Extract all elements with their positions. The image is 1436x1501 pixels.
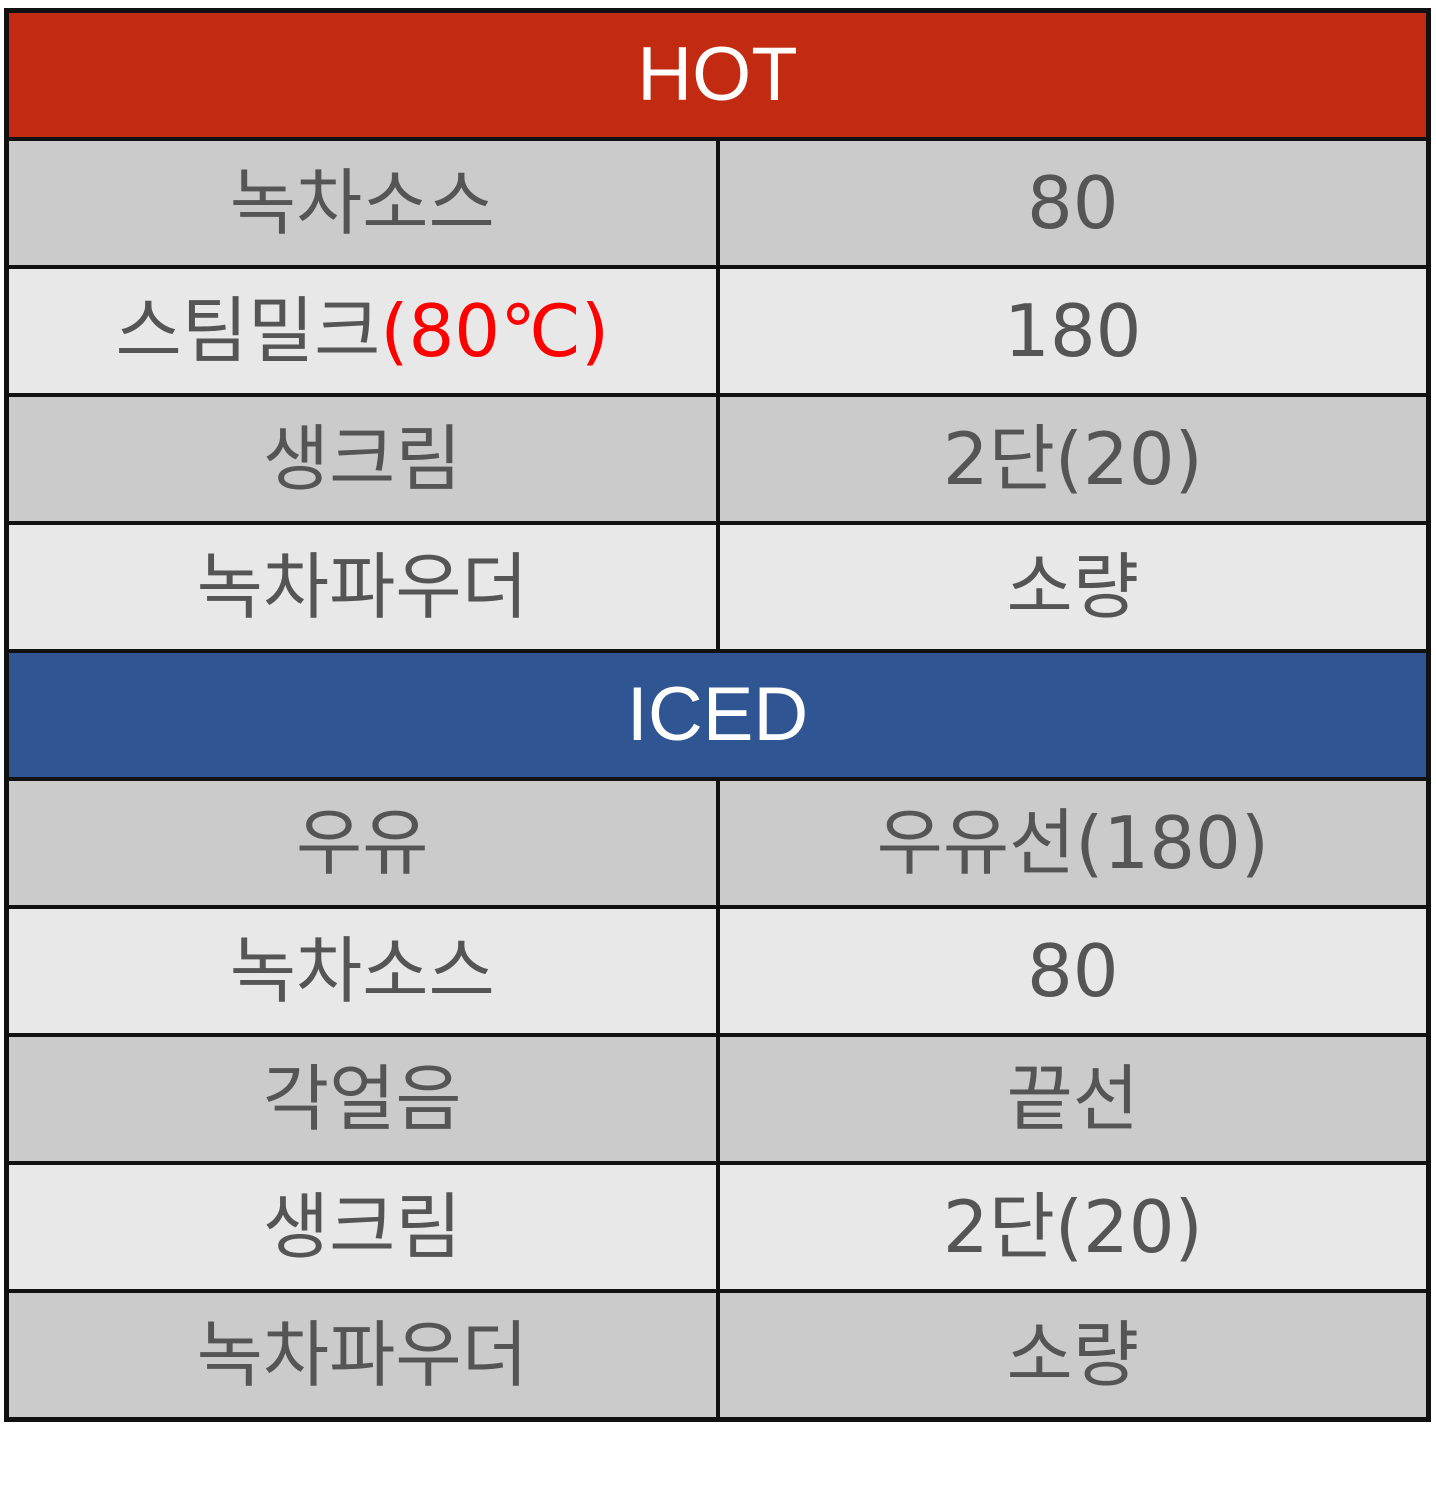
amount-cell: 소량 [715,521,1431,653]
temperature-note: (80℃) [380,289,610,373]
hot-section-header: HOT [4,8,1431,141]
table-row: 각얼음 끝선 [4,1033,1431,1165]
ingredient-cell: 생크림 [4,1161,720,1293]
ingredient-cell: 녹차소스 [4,137,720,269]
ingredient-cell: 생크림 [4,393,720,525]
recipe-table: HOT 녹차소스 80 스팀밀크(80℃) 180 생크림 2단(20) 녹차파… [4,8,1431,1422]
ingredient-cell: 녹차파우더 [4,521,720,653]
table-row: 생크림 2단(20) [4,1161,1431,1293]
table-row: 녹차소스 80 [4,137,1431,269]
amount-cell: 2단(20) [715,1161,1431,1293]
amount-cell: 우유선(180) [715,777,1431,909]
table-row: 녹차파우더 소량 [4,1289,1431,1422]
amount-cell: 80 [715,137,1431,269]
amount-cell: 2단(20) [715,393,1431,525]
table-row: 스팀밀크(80℃) 180 [4,265,1431,397]
ingredient-cell: 각얼음 [4,1033,720,1165]
amount-cell: 80 [715,905,1431,1037]
table-row: 생크림 2단(20) [4,393,1431,525]
ingredient-cell: 우유 [4,777,720,909]
iced-title: ICED [4,649,1431,781]
ingredient-cell: 녹차파우더 [4,1289,720,1422]
ingredient-cell: 녹차소스 [4,905,720,1037]
amount-cell: 소량 [715,1289,1431,1422]
table-row: 우유 우유선(180) [4,777,1431,909]
ingredient-cell: 스팀밀크(80℃) [4,265,720,397]
ingredient-label: 스팀밀크 [115,289,381,373]
table-row: 녹차파우더 소량 [4,521,1431,653]
iced-section-header: ICED [4,649,1431,781]
table-row: 녹차소스 80 [4,905,1431,1037]
amount-cell: 180 [715,265,1431,397]
amount-cell: 끝선 [715,1033,1431,1165]
hot-title: HOT [4,8,1431,141]
